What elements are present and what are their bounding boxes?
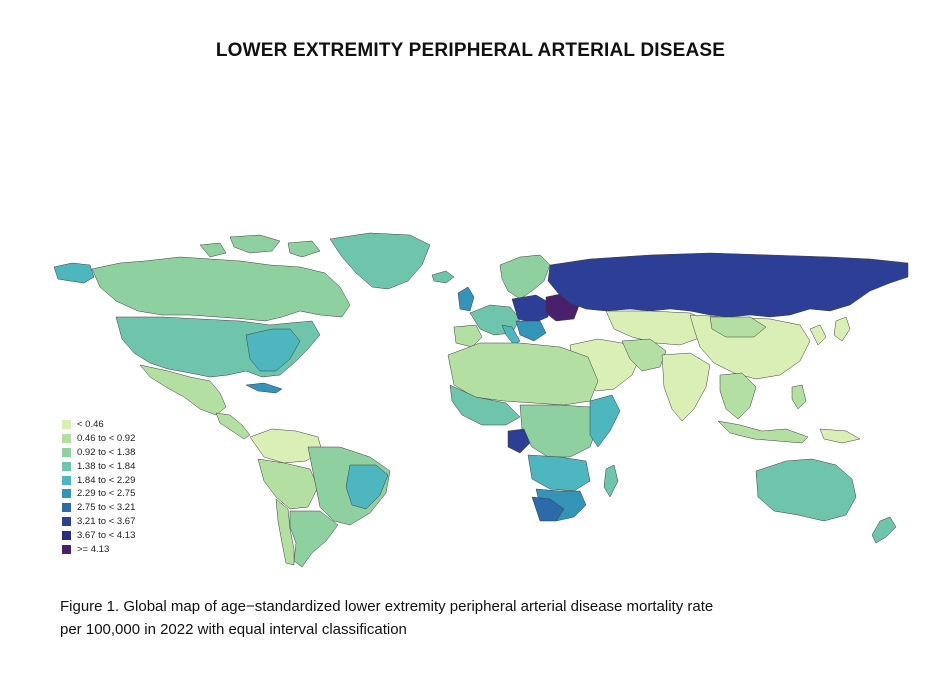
legend-item: 3.21 to < 3.67 xyxy=(62,515,182,529)
legend-label: >= 4.13 xyxy=(77,543,110,555)
region-kazakhstan-central-asia xyxy=(605,310,711,346)
region-southeast-asia xyxy=(719,372,757,420)
legend-item: 3.67 to < 4.13 xyxy=(62,528,182,542)
legend-label: < 0.46 xyxy=(77,419,104,431)
legend-swatch xyxy=(62,489,71,499)
legend-label: 3.67 to < 4.13 xyxy=(77,529,136,541)
region-south-africa xyxy=(531,496,565,522)
region-canada-arctic-islands xyxy=(199,234,321,258)
region-madagascar xyxy=(603,464,619,498)
region-balkans xyxy=(515,320,547,342)
region-chile xyxy=(275,498,295,566)
legend-swatch xyxy=(62,544,71,554)
region-uk xyxy=(457,286,475,312)
region-central-africa xyxy=(519,404,599,458)
legend-item: 0.92 to < 1.38 xyxy=(62,446,182,460)
region-west-africa xyxy=(449,384,521,426)
region-peru-bolivia xyxy=(257,458,319,510)
region-iberia xyxy=(453,324,483,348)
legend-label: 0.92 to < 1.38 xyxy=(77,446,136,458)
caption-line-1: Figure 1. Global map of age−standardized… xyxy=(60,598,714,615)
legend-swatch xyxy=(62,503,71,513)
legend-label: 1.84 to < 2.29 xyxy=(77,474,136,486)
region-indonesia xyxy=(717,420,809,444)
region-new-zealand xyxy=(871,516,897,544)
caption-line-2: per 100,000 in 2022 with equal interval … xyxy=(60,621,407,638)
region-alaska xyxy=(53,262,95,284)
region-canada xyxy=(91,256,351,322)
region-papua xyxy=(819,428,861,444)
legend-item: 2.29 to < 2.75 xyxy=(62,487,182,501)
legend-swatch xyxy=(62,475,71,485)
legend-swatch xyxy=(62,420,71,430)
legend-item: < 0.46 xyxy=(62,418,182,432)
legend-label: 1.38 to < 1.84 xyxy=(77,460,136,472)
region-mongolia xyxy=(709,316,767,338)
region-italy xyxy=(501,324,521,346)
legend-swatch xyxy=(62,461,71,471)
region-cuba xyxy=(245,382,283,394)
region-korea-japan xyxy=(809,316,851,346)
region-mexico xyxy=(139,364,227,416)
world-choropleth-map xyxy=(50,225,912,570)
legend-swatch xyxy=(62,447,71,457)
region-india xyxy=(661,352,711,422)
region-australia xyxy=(755,458,857,522)
legend-item: 1.84 to < 2.29 xyxy=(62,473,182,487)
region-brazil-east xyxy=(345,464,389,510)
legend-item: 2.75 to < 3.21 xyxy=(62,501,182,515)
legend-swatch xyxy=(62,434,71,444)
region-scandinavia xyxy=(499,254,551,300)
map-legend: < 0.46 0.46 to < 0.92 0.92 to < 1.38 1.3… xyxy=(62,418,182,556)
region-usa-east xyxy=(245,328,301,372)
region-philippines xyxy=(791,384,807,410)
legend-item: 0.46 to < 0.92 xyxy=(62,432,182,446)
region-gabon-congo xyxy=(507,428,531,454)
legend-swatch xyxy=(62,516,71,526)
region-greenland xyxy=(329,232,431,290)
region-central-america xyxy=(215,412,251,440)
legend-item: 1.38 to < 1.84 xyxy=(62,459,182,473)
region-central-europe xyxy=(511,294,551,324)
figure-caption: Figure 1. Global map of age−standardized… xyxy=(60,595,900,641)
legend-label: 2.75 to < 3.21 xyxy=(77,502,136,514)
region-iran xyxy=(621,338,667,372)
map-title: LOWER EXTREMITY PERIPHERAL ARTERIAL DISE… xyxy=(215,40,726,61)
legend-label: 2.29 to < 2.75 xyxy=(77,488,136,500)
region-iceland xyxy=(431,270,455,284)
legend-item: >= 4.13 xyxy=(62,542,182,556)
world-map-svg xyxy=(53,232,909,568)
legend-label: 3.21 to < 3.67 xyxy=(77,515,136,527)
region-russia xyxy=(547,252,909,318)
legend-label: 0.46 to < 0.92 xyxy=(77,433,136,445)
region-argentina xyxy=(289,510,339,568)
legend-swatch xyxy=(62,530,71,540)
region-angola-zambia xyxy=(527,454,591,492)
region-east-africa xyxy=(589,394,621,448)
